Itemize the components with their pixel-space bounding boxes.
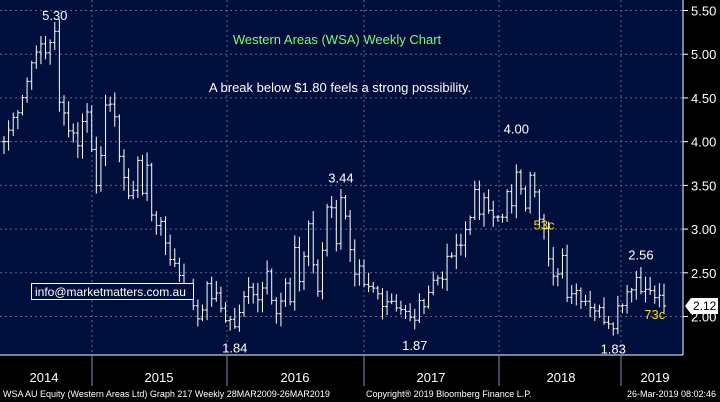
footer-security-info: WSA AU Equity (Western Areas Ltd) Graph … [3,389,330,399]
y-tick-label: 5.00 [691,47,716,62]
price-annotation: 1.84 [222,341,247,356]
grid-lines [0,0,683,355]
price-annotation: 5.30 [42,8,67,23]
price-annotation: 1.87 [402,338,427,353]
y-tick-label: 3.50 [691,178,716,193]
y-tick-label: 2.50 [691,266,716,281]
y-axis: 5.505.004.504.003.503.002.502.00 [683,3,716,325]
price-annotation: 73c [644,307,665,322]
last-price-tag [685,298,718,315]
price-annotation: 53c [534,218,555,233]
price-annotation: 4.00 [504,122,529,137]
price-annotation: 1.83 [601,341,626,356]
price-bars [2,19,666,336]
price-chart: 5.30 1.84 3.44 1.87 4.00 53c 1.83 2.56 73c 5.50 5… [0,0,718,386]
y-tick-label: 4.00 [691,135,716,150]
price-annotation: 3.44 [328,171,353,186]
contact-email-label: info@marketmatters.com.au [31,283,194,300]
x-tick-label: 2015 [145,370,174,385]
last-price-marker: 2.12 [685,298,718,315]
x-axis: 2014 2015 2016 2017 2018 2019 [30,355,670,386]
footer-timestamp: 26-Mar-2019 08:02:46 [626,389,716,399]
chart-subtitle: A break below $1.80 feels a strong possi… [209,80,471,95]
x-tick-label: 2019 [641,370,670,385]
y-tick-label: 5.50 [691,3,716,18]
x-tick-label: 2016 [281,370,310,385]
annotations: 5.30 1.84 3.44 1.87 4.00 53c 1.83 2.56 73c [42,8,666,356]
y-tick-label: 3.00 [691,222,716,237]
chart-title: Western Areas (WSA) Weekly Chart [233,32,442,47]
footer-copyright: Copyright® 2019 Bloomberg Finance L.P. [366,389,532,399]
price-annotation: 2.56 [628,248,653,263]
last-price-label: 2.12 [693,299,717,313]
x-tick-label: 2014 [30,370,59,385]
x-tick-label: 2017 [417,370,446,385]
chart-footer: WSA AU Equity (Western Areas Ltd) Graph … [0,386,720,402]
x-tick-label: 2018 [547,370,576,385]
y-tick-label: 4.50 [691,91,716,106]
